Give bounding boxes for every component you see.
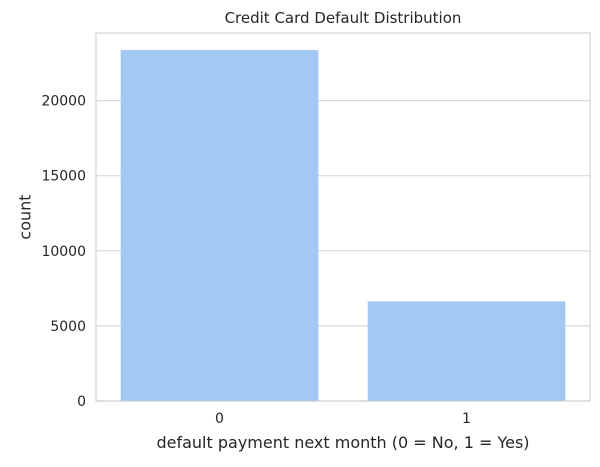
y-tick-label: 5000 [50, 319, 86, 335]
bar-1 [367, 301, 566, 401]
y-axis-label: count [16, 194, 35, 239]
x-tick-label: 0 [215, 411, 224, 427]
y-tick-label: 10000 [41, 244, 86, 260]
plot-frame [95, 32, 591, 402]
x-tick-label: 1 [462, 411, 471, 427]
y-tick-label: 15000 [41, 169, 86, 185]
x-axis-label: default payment next month (0 = No, 1 = … [156, 433, 529, 452]
bar-0 [120, 50, 319, 402]
bars [120, 50, 566, 402]
y-tick-label: 20000 [41, 94, 86, 110]
y-tick-labels: 0 5000 10000 15000 20000 [41, 94, 86, 410]
chart-title: Credit Card Default Distribution [225, 9, 462, 27]
y-tick-label: 0 [77, 394, 86, 410]
